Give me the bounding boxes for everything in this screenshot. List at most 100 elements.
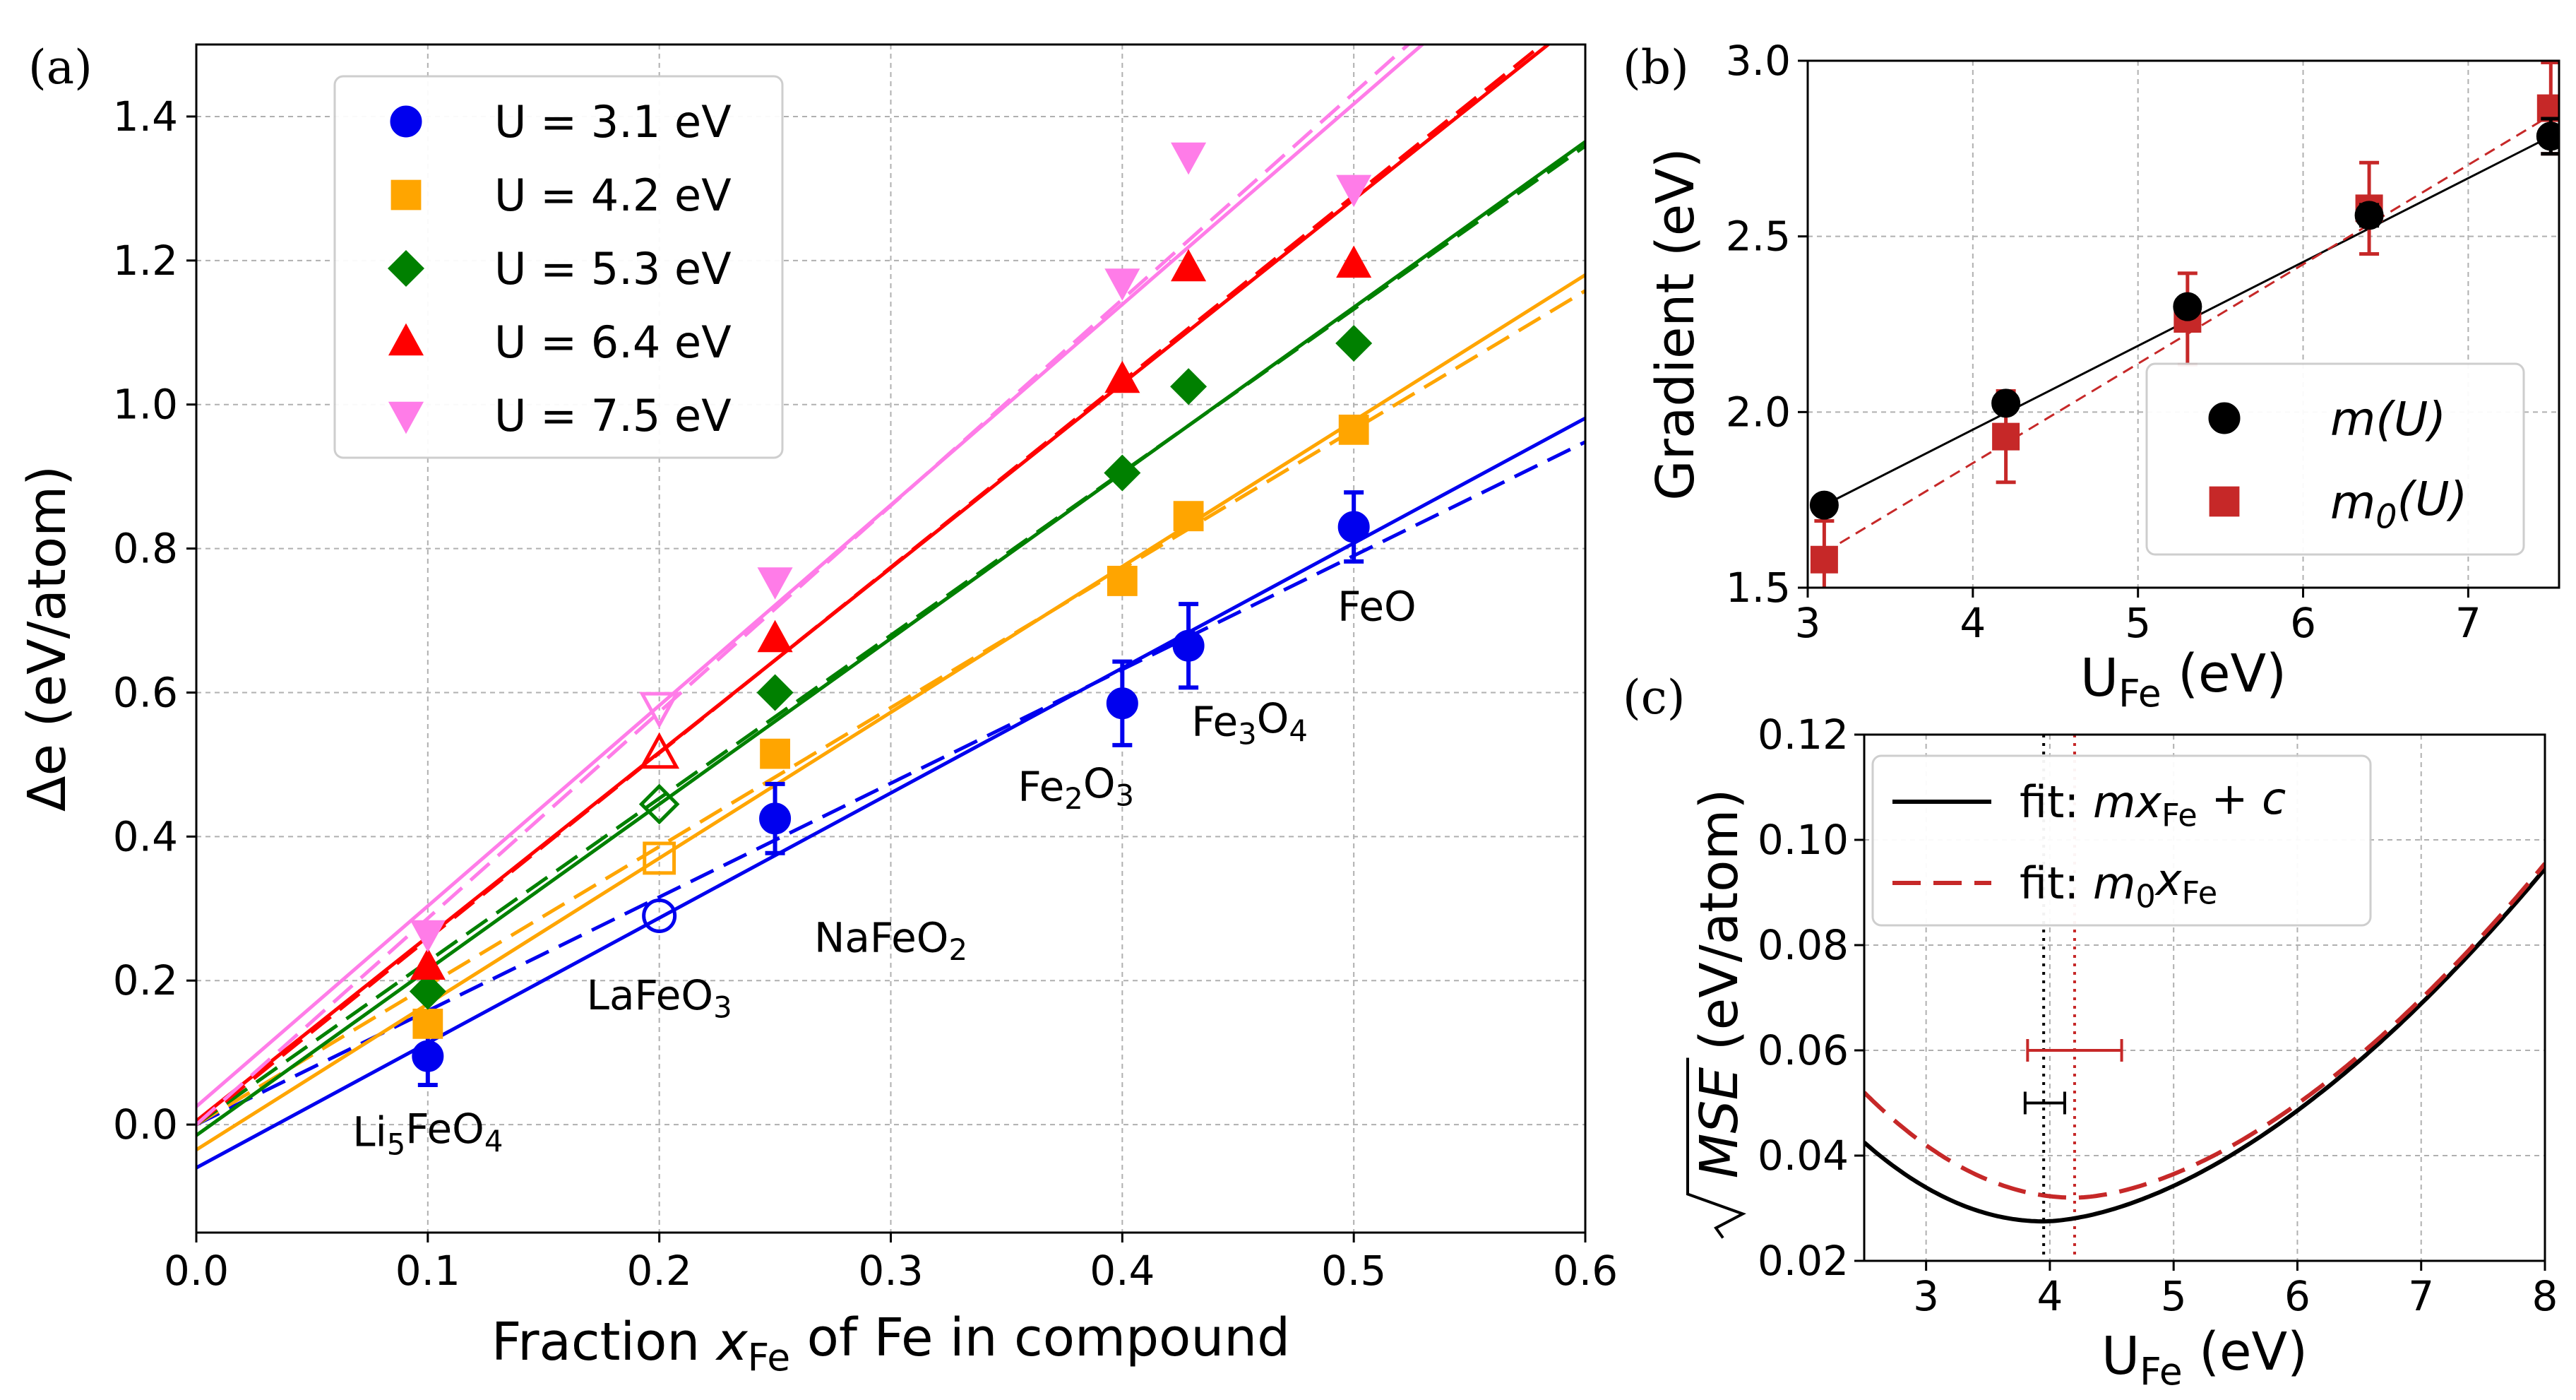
data-point	[639, 692, 680, 729]
data-point	[1173, 501, 1204, 532]
y-tick-label: 0.10	[1758, 816, 1849, 864]
data-point	[1171, 249, 1207, 282]
panel-b: 3 4 5 6 7 1.5 2.0 2.5 3.0 UFe (eV) Gradient (eV) (b…	[1623, 37, 2560, 716]
panel-c: 3 4 5 6 7 8 0.02 0.04 0.06 0.08 0.10 0.12 UFe (eV) MS…	[1623, 670, 2558, 1394]
data-point	[1104, 268, 1140, 301]
legend-marker	[2209, 486, 2240, 517]
compound-label: LaFeO3	[587, 971, 732, 1025]
data-point	[756, 674, 794, 711]
y-tick-label: 0.2	[113, 956, 178, 1004]
x-tick-label: 6	[2284, 1272, 2310, 1320]
mse-curve	[1864, 862, 2545, 1200]
fit-line-dashed	[196, 144, 1585, 1127]
y-tick-label: 0.6	[113, 668, 178, 716]
fit-line-dashed	[196, 45, 1412, 1126]
panel-label: (a)	[28, 40, 93, 95]
legend-entry: U = 7.5 eV	[494, 390, 732, 441]
x-tick-label: 6	[2290, 599, 2316, 647]
y-tick-label: 1.4	[113, 93, 178, 141]
x-tick-label: 5	[2125, 599, 2151, 647]
legend-entry: U = 6.4 eV	[494, 316, 732, 368]
data-point	[642, 898, 677, 933]
x-tick-label: 0.1	[395, 1247, 460, 1295]
legend-box	[333, 75, 784, 459]
legend-c: fit: mxFe + c fit: m0xFe	[1871, 754, 2372, 927]
y-axis-label: Gradient (eV)	[1645, 148, 1706, 501]
y-tick-label: 3.0	[1726, 37, 1791, 85]
legend-marker	[388, 323, 424, 356]
panel-label: (c)	[1623, 670, 1685, 725]
y-tick-label: 1.2	[113, 237, 178, 285]
series-c	[1864, 735, 2545, 1261]
x-tick-label: 4	[1960, 599, 1986, 647]
legend-entry: U = 5.3 eV	[494, 243, 732, 295]
data-point	[1337, 511, 1370, 543]
data-point	[1106, 687, 1138, 720]
data-point	[409, 973, 446, 1010]
data-point	[1172, 629, 1205, 662]
x-tick-label: 0.3	[858, 1247, 923, 1295]
data-point	[1336, 174, 1372, 208]
data-point	[1809, 490, 1839, 520]
data-point	[2354, 201, 2384, 230]
axes-frame-b	[1806, 59, 2560, 589]
y-tick-label: 0.8	[113, 525, 178, 573]
y-tick-label: 0.02	[1758, 1237, 1849, 1285]
y-tick-label: 0.0	[113, 1101, 178, 1149]
legend-entry: m0(U)	[2330, 472, 2467, 536]
x-tick-label: 8	[2532, 1272, 2558, 1320]
legend-entry: U = 3.1 eV	[494, 96, 732, 148]
legend-b: m(U) m0(U)	[2145, 362, 2525, 556]
data-point	[1104, 360, 1140, 393]
x-tick-label: 3	[1913, 1272, 1939, 1320]
y-tick-label: 2.5	[1726, 213, 1791, 261]
legend-marker	[388, 401, 424, 434]
x-tick-label: 4	[2037, 1272, 2063, 1320]
legend-entry: m(U)	[2330, 392, 2446, 446]
legend-marker	[390, 179, 422, 210]
data-point	[638, 783, 680, 825]
data-point	[412, 1040, 444, 1072]
legend-box	[2145, 362, 2525, 556]
data-point	[639, 732, 680, 769]
legend-marker	[387, 249, 425, 287]
data-point	[410, 920, 446, 953]
data-point	[643, 841, 676, 875]
data-point	[1104, 454, 1141, 492]
x-tick-label: 7	[2455, 599, 2481, 647]
series-b	[1809, 61, 2559, 588]
compound-label: Fe2O3	[1018, 759, 1134, 816]
data-point	[1171, 142, 1207, 175]
x-axis-label: UFe (eV)	[2080, 643, 2286, 716]
data-point	[1107, 566, 1138, 596]
legend-a: U = 3.1 eV U = 4.2 eV U = 5.3 eV U = 6.4 eV…	[333, 75, 784, 459]
data-point	[410, 947, 446, 980]
legend-entry: fit: mxFe + c	[2020, 773, 2286, 834]
panel-label: (b)	[1623, 40, 1689, 95]
mse-curve	[1864, 867, 2545, 1224]
y-tick-label: 0.12	[1758, 711, 1849, 759]
compound-label: Li5FeO4	[352, 1105, 503, 1161]
data-point	[760, 738, 790, 769]
legend-box	[1871, 754, 2372, 927]
data-point	[1335, 325, 1373, 362]
legend-marker	[2208, 402, 2241, 434]
x-tick-label: 7	[2408, 1272, 2434, 1320]
y-axis-label: Δe (eV/atom)	[17, 465, 78, 812]
compound-label: Fe3O4	[1191, 694, 1308, 751]
data-point	[2536, 121, 2559, 151]
x-tick-label: 0.5	[1321, 1247, 1386, 1295]
x-tick-label: 5	[2161, 1272, 2187, 1320]
x-axis-label: UFe (eV)	[2101, 1322, 2308, 1394]
x-tick-label: 0.2	[627, 1247, 692, 1295]
x-tick-label: 0.4	[1090, 1247, 1155, 1295]
x-tick-label: 0.0	[164, 1247, 229, 1295]
radical-sign	[1686, 1057, 1746, 1239]
compound-label: NaFeO2	[814, 913, 967, 967]
data-point	[1992, 422, 2020, 451]
y-tick-label: 0.04	[1758, 1132, 1849, 1180]
data-point	[1810, 545, 1838, 574]
y-tick-label: 0.4	[113, 812, 178, 860]
legend-marker	[390, 105, 422, 138]
